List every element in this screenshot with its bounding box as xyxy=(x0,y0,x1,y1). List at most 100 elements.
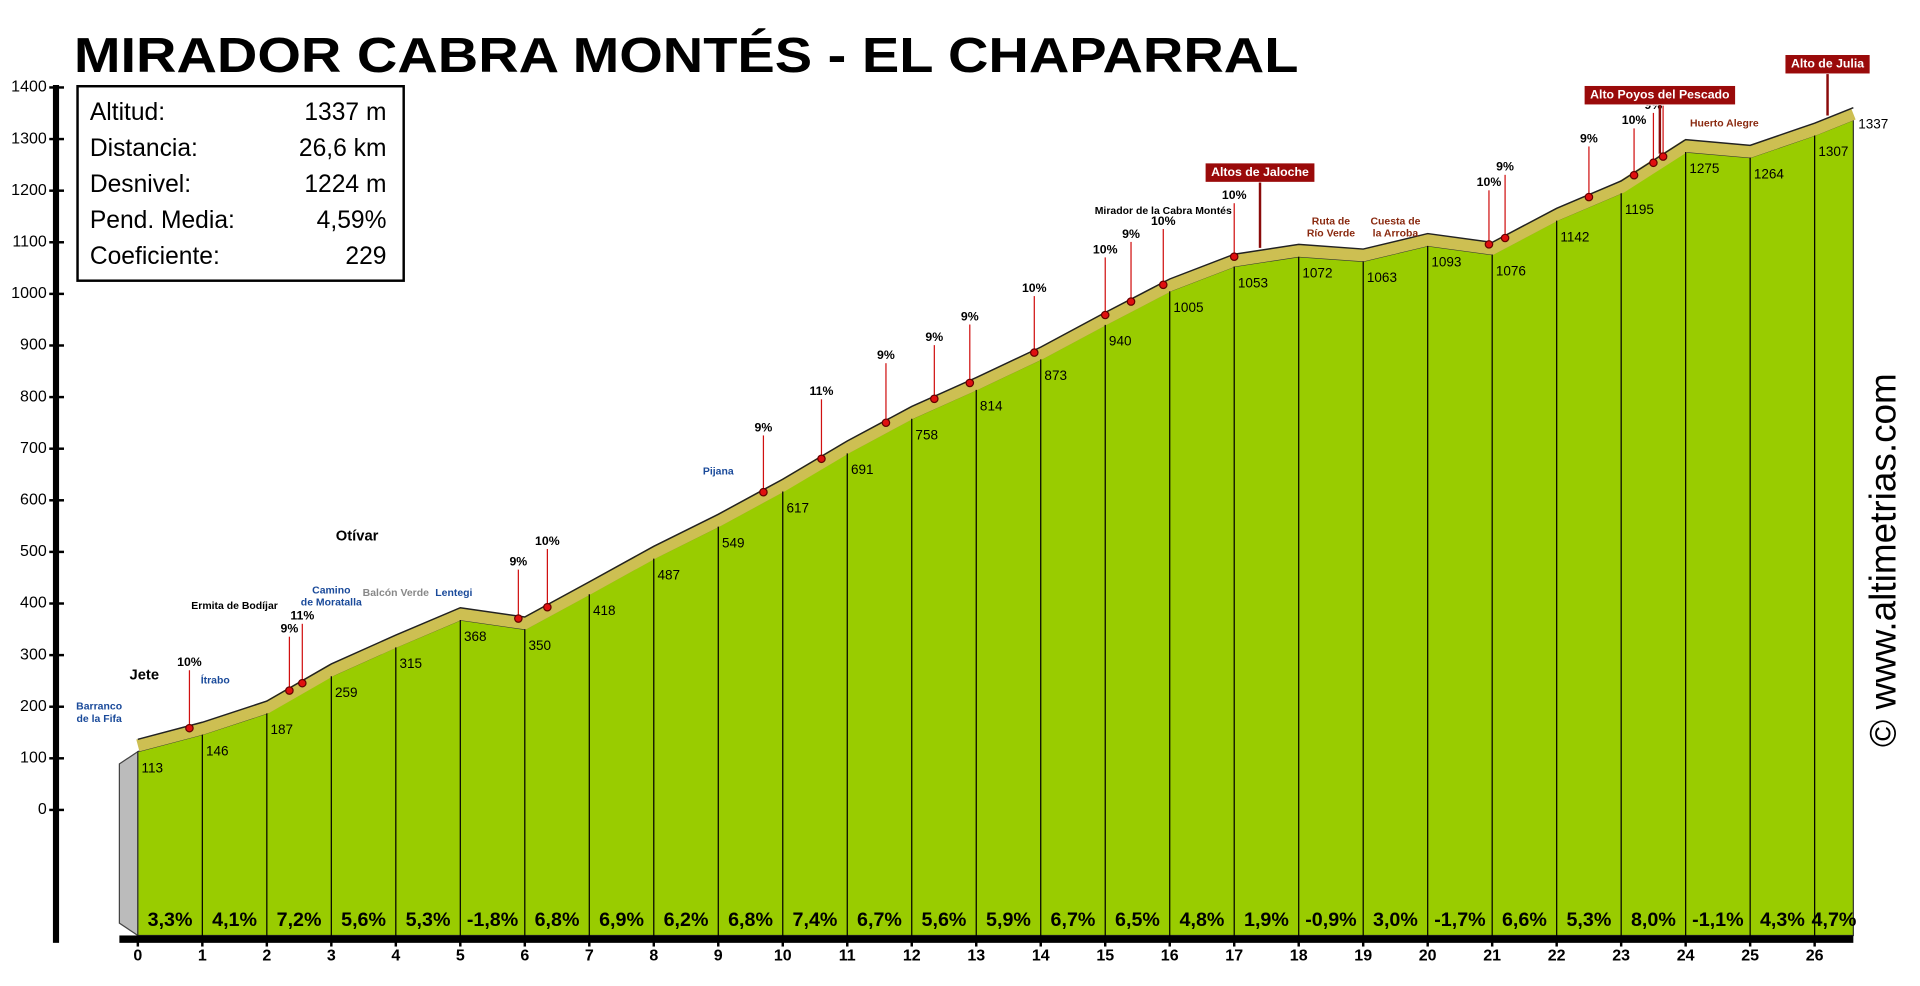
y-tick-label: 0 xyxy=(38,801,47,818)
segment-gradient: 5,3% xyxy=(406,909,451,931)
segment-gradient: 6,8% xyxy=(728,909,773,931)
value-label: 315 xyxy=(400,656,423,671)
gradient-label: 9% xyxy=(509,554,527,568)
gradient-label: 9% xyxy=(281,622,299,636)
x-tick-label: 23 xyxy=(1612,948,1630,965)
stats-box xyxy=(76,84,405,282)
x-tick-label: 8 xyxy=(649,948,658,965)
segment-gradient: 6,2% xyxy=(664,909,709,931)
segment-gradient: 6,8% xyxy=(535,909,580,931)
gradient-dot xyxy=(965,378,975,388)
gradient-label: 9% xyxy=(755,420,773,434)
value-label: 146 xyxy=(206,743,229,758)
segment-gradient: -1,8% xyxy=(467,909,518,931)
y-tick-label: 900 xyxy=(20,337,47,354)
stat-value: 4,59% xyxy=(317,207,387,234)
gradient-label: 10% xyxy=(1151,214,1176,228)
place-label: la Arroba xyxy=(1373,229,1419,240)
x-tick-label: 10 xyxy=(774,948,792,965)
gradient-dot xyxy=(1629,170,1639,180)
segment-gradient: 5,9% xyxy=(986,909,1031,931)
stat-label: Pend. Media: xyxy=(90,207,235,234)
segment-gradient: 6,9% xyxy=(599,909,644,931)
x-tick-label: 5 xyxy=(456,948,465,965)
x-tick-label: 9 xyxy=(714,948,723,965)
y-tick-label: 800 xyxy=(20,388,47,405)
gradient-dot xyxy=(1029,348,1039,357)
segment-gradient: 7,4% xyxy=(793,909,838,931)
value-label: 1072 xyxy=(1302,266,1332,281)
gradient-dot xyxy=(185,723,194,733)
value-label: 549 xyxy=(722,535,745,550)
value-label: 1307 xyxy=(1818,144,1848,159)
gradient-label: 10% xyxy=(177,655,202,669)
y-tick-label: 200 xyxy=(20,698,47,715)
segment-gradient: -1,1% xyxy=(1692,909,1743,931)
summit-label: Altos de Jaloche xyxy=(1211,165,1309,179)
gradient-label: 9% xyxy=(877,348,895,362)
segment-gradient: 4,3% xyxy=(1760,909,1805,931)
value-label: 1076 xyxy=(1496,263,1526,278)
segment-gradient: 5,3% xyxy=(1566,909,1611,931)
segment-gradient: 5,6% xyxy=(922,909,967,931)
summit-label: Alto de Julia xyxy=(1791,56,1864,70)
value-label: 113 xyxy=(142,760,164,775)
stat-value: 1337 m xyxy=(304,99,386,126)
x-tick-label: 12 xyxy=(903,948,921,965)
segment-gradient: 3,3% xyxy=(148,909,193,931)
x-tick-label: 18 xyxy=(1290,948,1308,965)
place-label: Huerto Alegre xyxy=(1690,118,1759,129)
gradient-label: 11% xyxy=(290,609,314,623)
place-label: Balcón Verde xyxy=(363,588,429,599)
gradient-label: 9% xyxy=(1122,227,1140,241)
gradient-dot xyxy=(1229,252,1239,261)
value-label: 187 xyxy=(271,722,294,737)
x-tick-label: 15 xyxy=(1096,948,1114,965)
value-label: 259 xyxy=(335,685,358,700)
y-tick-label: 100 xyxy=(20,750,47,767)
y-tick-label: 700 xyxy=(20,440,47,457)
value-label: 940 xyxy=(1109,334,1132,349)
value-label: 1264 xyxy=(1754,166,1785,181)
x-axis xyxy=(119,935,1854,943)
place-label: Cuesta de xyxy=(1370,216,1420,227)
value-label: 418 xyxy=(593,603,616,618)
stat-value: 229 xyxy=(345,243,386,270)
value-label: 487 xyxy=(657,567,680,582)
gradient-dot xyxy=(881,418,891,428)
stat-value: 26,6 km xyxy=(299,135,387,162)
segment-gradient: -0,9% xyxy=(1305,909,1356,931)
x-tick-label: 25 xyxy=(1741,948,1759,965)
y-tick-label: 1300 xyxy=(11,130,47,147)
place-label: Ítrabo xyxy=(201,674,230,687)
place-label: Lentegi xyxy=(435,588,472,599)
gradient-label: 10% xyxy=(1622,113,1647,127)
stat-label: Altitud: xyxy=(90,99,165,126)
x-tick-label: 21 xyxy=(1483,948,1501,965)
x-tick-label: 19 xyxy=(1354,948,1372,965)
value-label: 758 xyxy=(915,428,938,443)
place-label: Ermita de Bodíjar xyxy=(191,601,278,612)
place-label: Barranco xyxy=(76,701,122,712)
gradient-label: 9% xyxy=(1580,131,1598,145)
x-tick-label: 1 xyxy=(198,948,207,965)
stat-label: Desnivel: xyxy=(90,171,191,198)
x-tick-label: 4 xyxy=(391,948,400,965)
y-axis xyxy=(52,85,60,943)
place-label: Pijana xyxy=(703,467,734,478)
stat-value: 1224 m xyxy=(304,171,386,198)
gradient-dot xyxy=(930,394,939,404)
segment-gradient: 1,9% xyxy=(1244,909,1289,931)
gradient-dot xyxy=(1658,152,1668,161)
stat-label: Coeficiente: xyxy=(90,243,220,270)
credit: © www.altimetrias.com xyxy=(1862,373,1903,747)
gradient-dot xyxy=(514,614,523,623)
gradient-label: 11% xyxy=(809,384,833,398)
x-tick-label: 11 xyxy=(839,948,856,965)
gradient-label: 9% xyxy=(1496,160,1514,174)
x-tick-label: 22 xyxy=(1548,948,1566,965)
segment-gradient: 6,7% xyxy=(1051,909,1096,931)
place-label: Camino xyxy=(312,585,350,596)
